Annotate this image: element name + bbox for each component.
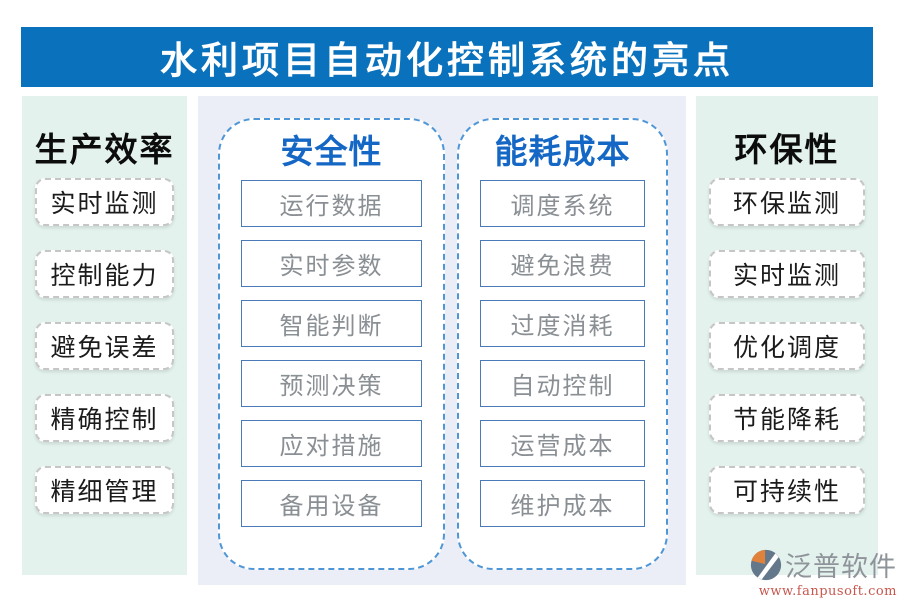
center-panel: 安全性 运行数据实时参数智能判断预测决策应对措施备用设备 能耗成本 调度系统避免… — [198, 96, 686, 585]
feature-list-production: 实时监测控制能力避免误差精确控制精细管理 — [22, 178, 187, 514]
feature-label: 控制能力 — [50, 261, 159, 290]
column-safety: 安全性 运行数据实时参数智能判断预测决策应对措施备用设备 — [218, 118, 445, 570]
page-title: 水利项目自动化控制系统的亮点 — [160, 38, 734, 82]
feature-box: 应对措施 — [241, 420, 422, 467]
feature-label: 精细管理 — [50, 477, 159, 506]
feature-box: 节能降耗 — [709, 394, 865, 442]
feature-list-safety: 运行数据实时参数智能判断预测决策应对措施备用设备 — [220, 180, 443, 527]
feature-box: 自动控制 — [480, 360, 645, 407]
feature-box: 环保监测 — [709, 178, 865, 226]
fanpu-logo-icon — [750, 549, 782, 580]
feature-label: 调度系统 — [510, 192, 615, 220]
feature-box: 调度系统 — [480, 180, 645, 227]
feature-label: 环保监测 — [732, 189, 841, 218]
feature-list-environmental: 环保监测实时监测优化调度节能降耗可持续性 — [696, 178, 878, 514]
feature-box: 优化调度 — [709, 322, 865, 370]
column-energy-cost: 能耗成本 调度系统避免浪费过度消耗自动控制运营成本维护成本 — [457, 118, 668, 570]
column-title-production: 生产效率 — [34, 130, 175, 169]
feature-label: 避免浪费 — [510, 252, 615, 280]
feature-list-energy-cost: 调度系统避免浪费过度消耗自动控制运营成本维护成本 — [459, 180, 666, 527]
column-title-energy-cost: 能耗成本 — [494, 132, 631, 171]
brand-footer: 泛普软件 www.fanpusoft.com — [749, 545, 897, 599]
feature-label: 运行数据 — [279, 192, 384, 220]
website-link[interactable]: www.fanpusoft.com — [758, 584, 897, 599]
feature-box: 运营成本 — [480, 420, 645, 467]
feature-box: 备用设备 — [241, 480, 422, 527]
feature-label: 自动控制 — [510, 372, 615, 400]
feature-label: 实时监测 — [50, 189, 159, 218]
feature-label: 智能判断 — [279, 312, 384, 340]
feature-label: 避免误差 — [50, 333, 159, 362]
column-title-environmental: 环保性 — [734, 130, 840, 169]
feature-label: 过度消耗 — [510, 312, 615, 340]
title-bar: 水利项目自动化控制系统的亮点 — [21, 27, 873, 87]
feature-box: 实时监测 — [709, 250, 865, 298]
feature-box: 实时参数 — [241, 240, 422, 287]
feature-box: 实时监测 — [35, 178, 174, 226]
feature-box: 过度消耗 — [480, 300, 645, 347]
column-title-safety: 安全性 — [280, 132, 383, 171]
feature-label: 运营成本 — [510, 432, 615, 460]
feature-label: 应对措施 — [279, 432, 384, 460]
feature-box: 预测决策 — [241, 360, 422, 407]
feature-box: 精确控制 — [35, 394, 174, 442]
feature-label: 备用设备 — [279, 492, 384, 520]
brand-name: 泛普软件 — [785, 552, 897, 583]
column-environmental: 环保性 环保监测实时监测优化调度节能降耗可持续性 — [696, 96, 878, 575]
feature-label: 预测决策 — [279, 372, 384, 400]
feature-box: 智能判断 — [241, 300, 422, 347]
feature-box: 避免浪费 — [480, 240, 645, 287]
feature-label: 维护成本 — [510, 492, 615, 520]
feature-box: 维护成本 — [480, 480, 645, 527]
feature-label: 可持续性 — [732, 477, 841, 506]
column-production-efficiency: 生产效率 实时监测控制能力避免误差精确控制精细管理 — [22, 96, 187, 575]
feature-box: 运行数据 — [241, 180, 422, 227]
feature-box: 避免误差 — [35, 322, 174, 370]
feature-box: 控制能力 — [35, 250, 174, 298]
feature-label: 优化调度 — [732, 333, 841, 362]
feature-label: 精确控制 — [50, 405, 159, 434]
feature-box: 可持续性 — [709, 466, 865, 514]
feature-label: 实时参数 — [279, 252, 384, 280]
feature-box: 精细管理 — [35, 466, 174, 514]
feature-label: 节能降耗 — [732, 405, 841, 434]
feature-label: 实时监测 — [732, 261, 841, 290]
